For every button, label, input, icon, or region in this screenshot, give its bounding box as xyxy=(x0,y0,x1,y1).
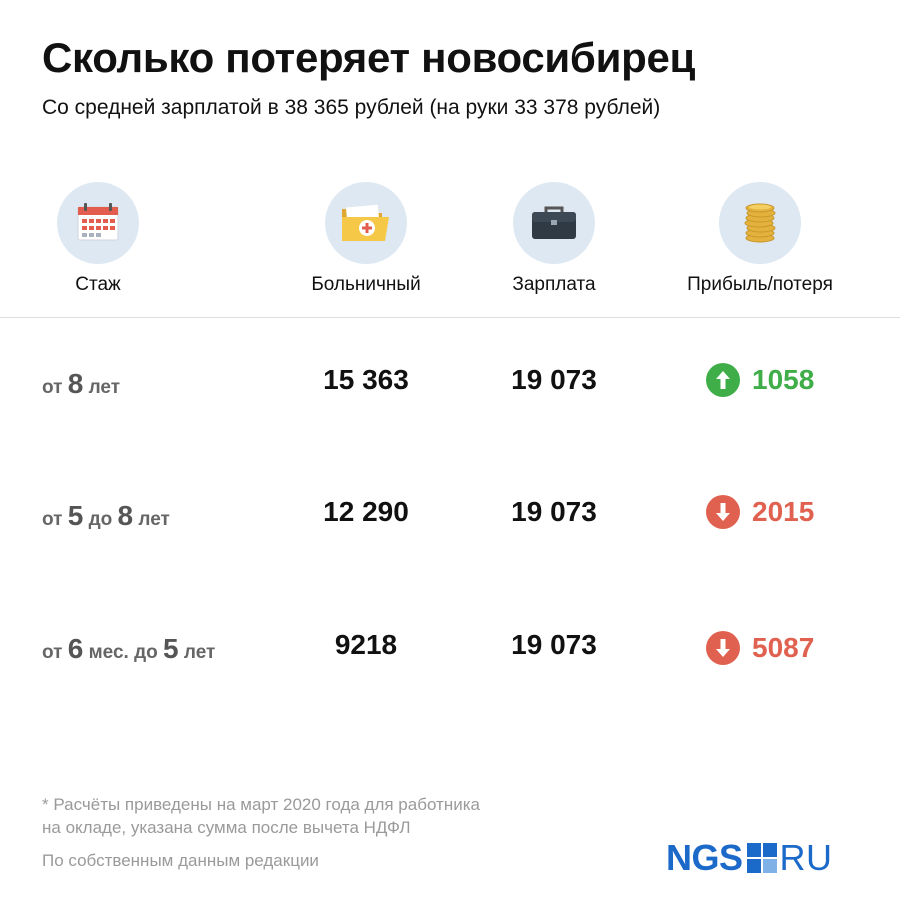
page-title: Сколько потеряет новосибирец xyxy=(42,34,696,81)
salary-cell: 19 073 xyxy=(511,364,597,395)
source-note: По собственным данным редакции xyxy=(42,851,319,870)
footnote: * Расчёты приведены на март 2020 года дл… xyxy=(42,793,480,839)
logo-text-ngs: NGS xyxy=(666,837,743,878)
column-header-stazh: Стаж xyxy=(0,182,208,296)
footnote-line: на окладе, указана сумма после вычета НД… xyxy=(42,818,411,837)
page-subtitle: Со средней зарплатой в 38 365 рублей (на… xyxy=(42,96,661,119)
salary-cell: 19 073 xyxy=(511,629,597,660)
stazh-cell: от 6 мес. до 5 лет xyxy=(42,633,215,665)
stazh-number: 5 xyxy=(163,633,179,664)
column-header-sick: Больничный xyxy=(256,182,476,296)
delta-cell: 1058 xyxy=(706,360,814,400)
table-row: от 8 лет 15 363 19 073 1058 xyxy=(0,354,900,414)
footnote-line: * Расчёты приведены на март 2020 года дл… xyxy=(42,795,480,814)
column-label-stazh: Стаж xyxy=(75,274,121,295)
column-header-salary: Зарплата xyxy=(444,182,664,296)
stazh-text: до xyxy=(83,509,118,530)
stazh-number: 8 xyxy=(67,368,84,399)
stazh-text: лет xyxy=(178,642,216,663)
stazh-number: 6 xyxy=(67,633,84,664)
table-row: от 6 мес. до 5 лет 9218 19 073 5087 xyxy=(0,619,900,679)
coins-icon xyxy=(719,182,801,264)
delta-value: 5087 xyxy=(752,632,815,663)
logo-square-icon xyxy=(746,843,777,873)
stazh-text: лет xyxy=(133,509,170,530)
column-header-profit: Прибыль/потеря xyxy=(650,182,870,296)
stazh-text: от xyxy=(42,377,68,398)
delta-value: 1058 xyxy=(752,364,815,395)
table-row: от 5 до 8 лет 12 290 19 073 2015 xyxy=(0,486,900,546)
briefcase-icon xyxy=(513,182,595,264)
column-label-sick: Больничный xyxy=(311,274,421,295)
stazh-cell: от 8 лет xyxy=(42,368,120,400)
stazh-text: от xyxy=(42,642,68,663)
stazh-text: от xyxy=(42,509,68,530)
delta-value: 2015 xyxy=(752,496,815,527)
arrow-down-icon xyxy=(706,495,740,529)
salary-cell: 19 073 xyxy=(511,496,597,527)
sick-cell: 15 363 xyxy=(323,364,409,395)
stazh-number: 5 xyxy=(67,500,84,531)
calendar-icon xyxy=(57,182,139,264)
stazh-text: мес. до xyxy=(83,642,164,663)
sick-cell: 9218 xyxy=(334,629,398,660)
column-label-salary: Зарплата xyxy=(512,274,596,295)
ngs-logo[interactable]: NGS RU xyxy=(666,837,833,878)
column-label-profit: Прибыль/потеря xyxy=(687,274,833,295)
sick-cell: 12 290 xyxy=(323,496,409,527)
header-divider xyxy=(0,317,900,318)
arrow-up-icon xyxy=(706,363,740,397)
stazh-text: лет xyxy=(83,377,121,398)
stazh-cell: от 5 до 8 лет xyxy=(42,500,170,532)
medical-folder-icon xyxy=(325,182,407,264)
delta-cell: 5087 xyxy=(706,628,814,668)
logo-text-ru: RU xyxy=(779,837,833,878)
arrow-down-icon xyxy=(706,631,740,665)
delta-cell: 2015 xyxy=(706,492,814,532)
stazh-number: 8 xyxy=(117,500,134,531)
